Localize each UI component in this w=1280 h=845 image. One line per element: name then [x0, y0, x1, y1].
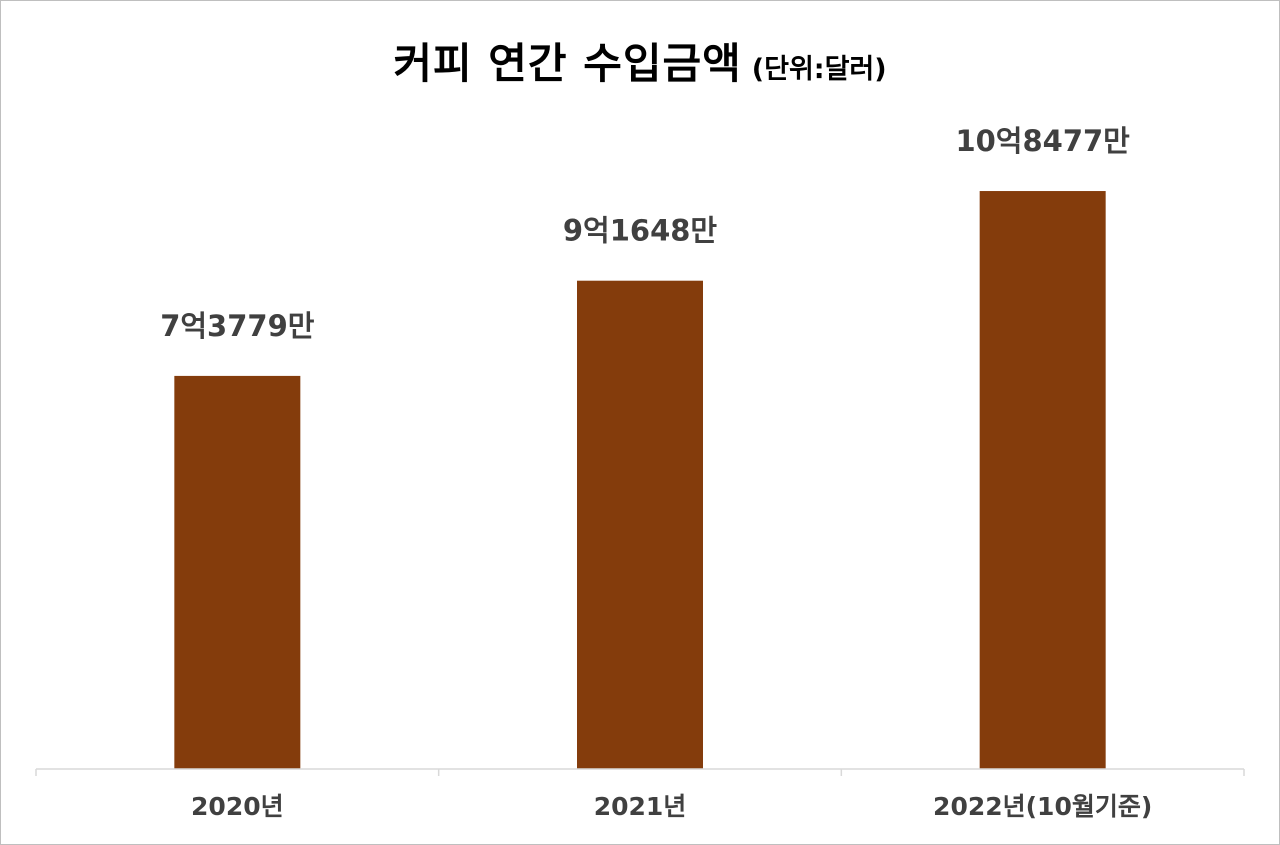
data-label: 7억3779만 — [160, 309, 315, 343]
bar — [174, 375, 301, 769]
chart-title: 커피 연간 수입금액 — [393, 39, 742, 88]
bar — [979, 191, 1106, 769]
chart-subtitle: (단위:달러) — [751, 54, 887, 85]
x-axis — [35, 768, 1245, 776]
bars-group — [174, 191, 1106, 769]
category-label: 2021년 — [594, 792, 687, 821]
data-label: 9억1648만 — [563, 214, 718, 248]
category-label: 2022년(10월기준) — [933, 792, 1152, 821]
bar — [577, 280, 703, 769]
category-label: 2020년 — [191, 792, 284, 821]
data-label: 10억8477만 — [955, 124, 1130, 158]
chart-title-block: 커피 연간 수입금액 (단위:달러) — [0, 30, 1280, 91]
labels-group: 7억3779만 2020년 9억1648만 2021년 10억8477만 2022년(10… — [160, 124, 1152, 821]
